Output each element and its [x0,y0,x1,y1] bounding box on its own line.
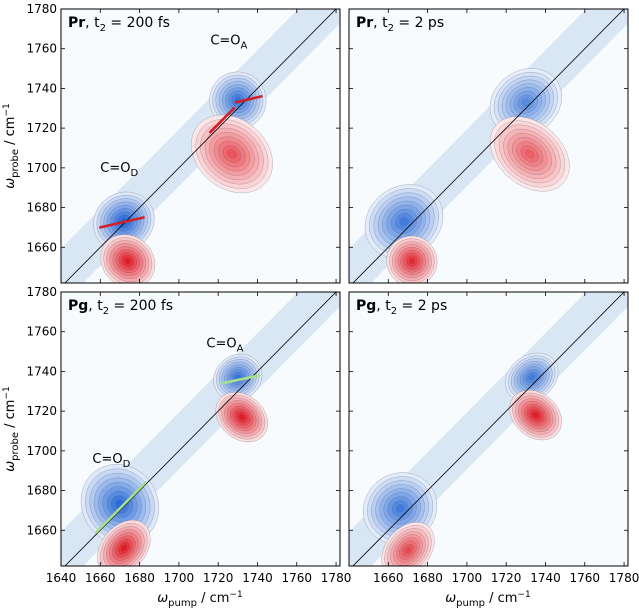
panel-label: Pg, t2 = 2 ps [356,298,447,317]
absorption-peak [191,114,273,194]
peak-annotation: C=OD [92,452,130,470]
contour-level [227,149,237,159]
y-tick-label: 1760 [26,42,57,56]
x-tick-label: 1740 [530,571,561,585]
x-tick-label: 1720 [491,571,522,585]
y-tick-label: 1660 [26,523,57,537]
plot-frame [348,291,629,567]
x-tick-label: 1740 [242,571,273,585]
y-tick-label: 1720 [26,404,57,418]
x-axis-label: ωpump / cm−1 [157,590,242,609]
panel-label: Pg, t2 = 200 fs [68,298,173,317]
panel-pr-2ps: Pr, t2 = 2 ps [348,8,629,284]
x-tick-label: 1720 [203,571,234,585]
y-tick-label: 1720 [26,121,57,135]
y-tick-label: 1740 [26,364,57,378]
plot-frame [60,8,341,284]
x-tick-label: 1780 [609,571,639,585]
diagonal-line [64,292,337,566]
panel-pg-200fs: Pg, t2 = 200 fs C=OD C=OA 1660 1680 1700 1720 1… [26,285,352,585]
panel-pg-2ps: Pg, t2 = 2 ps 1660 1680 1700 1720 1740 1760 178… [348,291,639,585]
absorption-peak [100,234,156,283]
y-tick-label: 1680 [26,201,57,215]
y-tick-label: 1760 [26,325,57,339]
y-tick-label: 1680 [26,484,57,498]
y-axis-label: ωprobe / cm−1 [2,386,21,472]
contour-level [124,258,132,265]
x-tick-label: 1680 [124,571,155,585]
contour-level [532,412,539,419]
bleach-peak [505,352,559,402]
x-tick-label: 1680 [412,571,443,585]
plot-frame [60,291,341,567]
y-tick-label: 1660 [26,240,57,254]
bleach-peak [213,353,263,401]
y-tick-label: 1700 [26,444,57,458]
x-tick-label: 1700 [452,571,483,585]
y-tick-label: 1780 [26,285,57,299]
panel-pr-200fs: Pr, t2 = 200 fs C=OD C=OA 1660 1680 1700 1720 1… [26,2,341,284]
x-tick-label: 1700 [164,571,195,585]
contour-level [120,544,127,552]
diagonal-line [352,292,625,566]
center-line-slope [220,374,261,385]
peak-annotation: C=OA [206,337,243,355]
absorption-peak [215,391,269,443]
x-tick-label: 1760 [282,571,313,585]
y-tick-label: 1740 [26,81,57,95]
peak-annotation: C=OD [100,161,138,179]
bleach-peak [209,71,267,130]
plot-frame [348,8,629,284]
x-tick-label: 1640 [46,571,77,585]
center-line-slope [234,95,263,104]
contour-level [528,374,535,381]
y-tick-label: 1780 [26,2,57,16]
contour-level [404,546,412,554]
center-line-slope [95,481,147,534]
absorption-peak [386,235,438,283]
contour-level [238,414,245,421]
x-axis-label: ωpump / cm−1 [445,590,530,609]
diagonal-line [64,9,337,283]
center-line-slope [209,106,236,134]
absorption-peak [509,389,562,441]
contour-level [399,217,409,226]
absorption-peak [489,116,570,192]
center-line-slope [98,216,145,229]
peak-annotation: C=OA [210,34,247,52]
y-tick-label: 1700 [26,161,57,175]
y-axis-label: ωprobe / cm−1 [2,103,21,189]
x-tick-label: 1780 [321,571,352,585]
x-tick-label: 1660 [373,571,404,585]
contour-level [525,149,535,159]
x-tick-label: 1660 [85,571,116,585]
panel-label: Pr, t2 = 200 fs [68,15,170,34]
absorption-peak [381,521,435,566]
x-tick-label: 1760 [570,571,601,585]
panel-label: Pr, t2 = 2 ps [356,15,444,34]
contour-level [521,98,530,107]
absorption-peak [97,519,151,566]
diagonal-line [352,9,625,283]
contour-level [395,504,405,513]
contour-level [408,258,415,265]
